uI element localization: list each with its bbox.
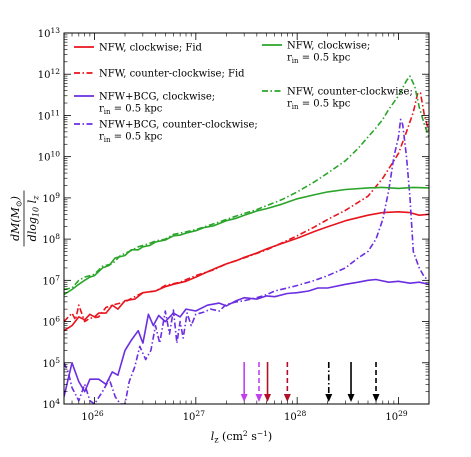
- plot-frame: [63, 32, 430, 405]
- x-tick-label-1: 1027: [183, 409, 206, 423]
- y-tick-label-4: 108: [42, 232, 60, 246]
- y-axis-label: dM(M⊙)dlog10 lz: [9, 190, 41, 247]
- legend-label-3-0: NFW+BCG, counter-clockwise;: [99, 120, 258, 131]
- y-tick-label-6: 1010: [38, 150, 61, 164]
- legend-label-5-0: NFW, counter-clockwise;: [287, 87, 413, 98]
- series-line-4: [64, 186, 429, 296]
- series-line-5: [64, 75, 429, 291]
- y-tick-label-8: 1012: [38, 67, 61, 81]
- y-tick-label-0: 104: [42, 397, 60, 411]
- marker-arrow-2: [264, 362, 272, 402]
- y-tick-label-2: 106: [42, 315, 60, 329]
- svg-text:dlog10 lz: dlog10 lz: [26, 195, 41, 241]
- legend-entry-0: NFW, clockwise; Fid: [74, 43, 203, 54]
- legend-entry-2: NFW+BCG, clockwise;rin = 0.5 kpc: [74, 92, 215, 117]
- legend-entry-3: NFW+BCG, counter-clockwise;rin = 0.5 kpc: [74, 120, 258, 145]
- legend-label-4-0: NFW, clockwise;: [287, 41, 370, 52]
- series-line-2: [64, 278, 429, 397]
- marker-arrow-3: [283, 362, 291, 402]
- marker-arrow-1: [255, 362, 263, 402]
- y-tick-label-9: 1013: [38, 26, 61, 40]
- legend-entry-1: NFW, counter-clockwise; Fid: [74, 69, 245, 80]
- y-tick-label-3: 107: [42, 273, 60, 287]
- marker-arrow-6: [372, 362, 380, 402]
- x-axis-label: lz (cm2 s−1): [211, 429, 272, 445]
- series-line-3: [64, 118, 429, 404]
- x-tick-label-0: 1026: [81, 409, 104, 423]
- x-tick-label-3: 1029: [385, 409, 408, 423]
- marker-arrow-5: [347, 362, 355, 402]
- legend-label-4-1: rin = 0.5 kpc: [287, 53, 351, 66]
- y-tick-label-1: 105: [42, 356, 60, 370]
- y-tick-label-5: 109: [42, 191, 60, 205]
- x-tick-label-2: 1028: [284, 409, 307, 423]
- legend-label-1-0: NFW, counter-clockwise; Fid: [99, 69, 245, 80]
- legend-label-3-1: rin = 0.5 kpc: [99, 132, 163, 145]
- plot-background: [64, 33, 429, 404]
- legend-entry-4: NFW, clockwise;rin = 0.5 kpc: [262, 41, 370, 66]
- svg-text:dM(M⊙): dM(M⊙): [9, 196, 24, 241]
- series-line-1: [64, 92, 429, 323]
- legend-label-0-0: NFW, clockwise; Fid: [99, 43, 203, 54]
- legend-label-2-1: rin = 0.5 kpc: [99, 104, 163, 117]
- marker-arrow-4: [325, 362, 333, 402]
- legend-label-2-0: NFW+BCG, clockwise;: [99, 92, 215, 103]
- legend-label-5-1: rin = 0.5 kpc: [287, 99, 351, 112]
- marker-arrow-0: [240, 362, 248, 402]
- legend-entry-5: NFW, counter-clockwise;rin = 0.5 kpc: [262, 87, 413, 112]
- y-tick-label-7: 1011: [38, 108, 60, 122]
